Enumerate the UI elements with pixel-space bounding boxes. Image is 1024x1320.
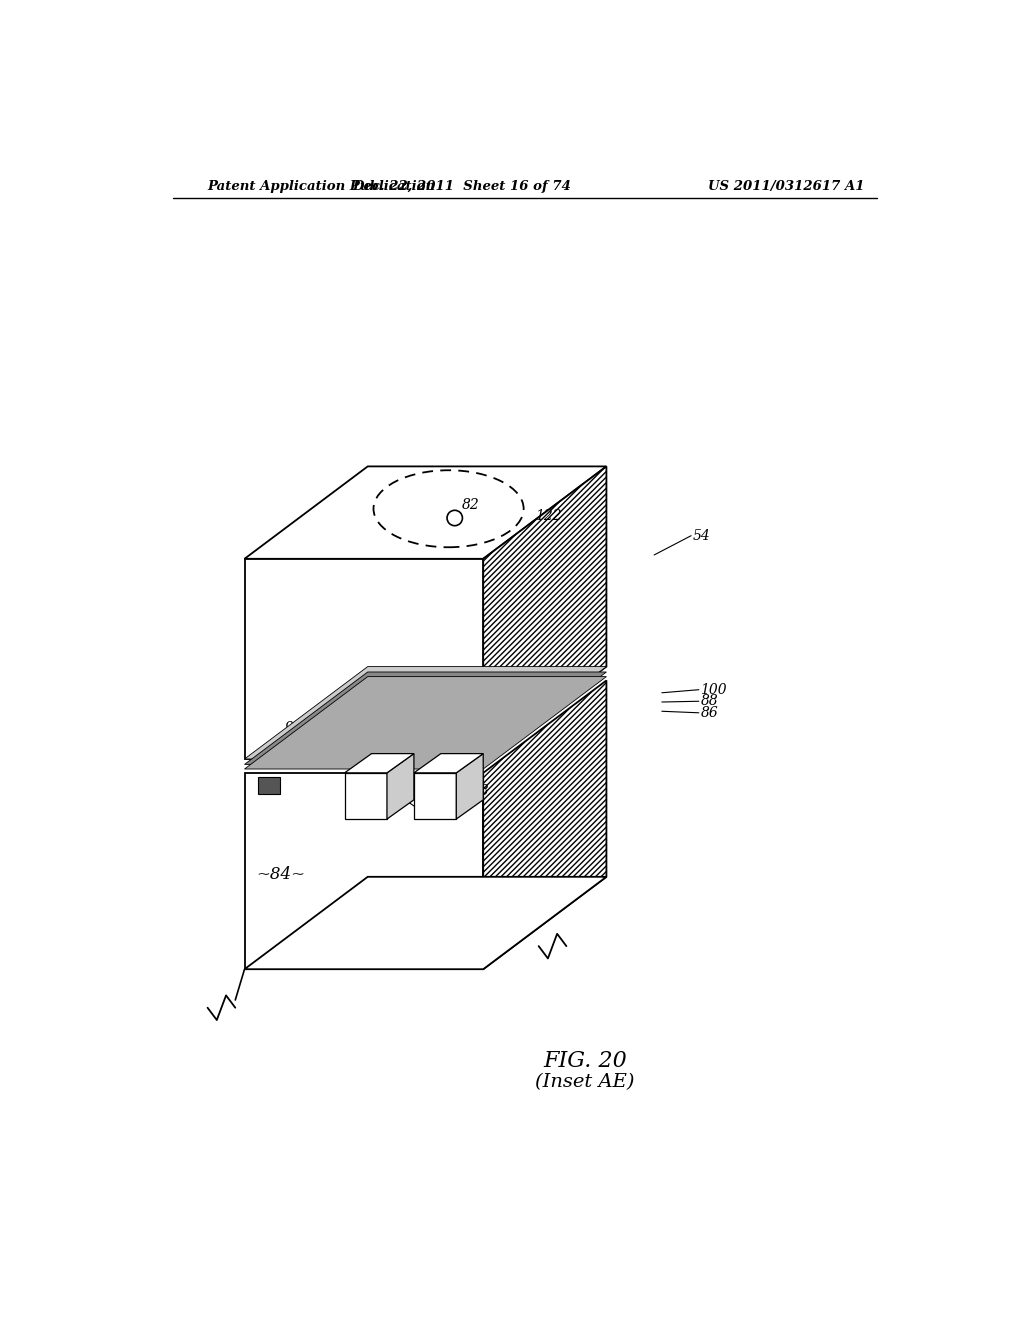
Text: 168: 168 (462, 784, 488, 799)
Text: 94: 94 (285, 721, 302, 735)
Polygon shape (414, 754, 483, 774)
Text: 54: 54 (692, 529, 711, 543)
Text: 82: 82 (462, 498, 479, 512)
Text: 100: 100 (700, 682, 727, 697)
Polygon shape (245, 667, 606, 759)
Polygon shape (345, 774, 387, 818)
Text: (Inset AE): (Inset AE) (536, 1073, 635, 1092)
Text: 88: 88 (700, 694, 718, 709)
Text: Patent Application Publication: Patent Application Publication (208, 181, 435, 194)
Polygon shape (245, 466, 606, 558)
Polygon shape (245, 672, 606, 764)
Polygon shape (258, 777, 280, 795)
Text: Dec. 22, 2011  Sheet 16 of 74: Dec. 22, 2011 Sheet 16 of 74 (352, 181, 571, 194)
Text: US 2011/0312617 A1: US 2011/0312617 A1 (708, 181, 864, 194)
Polygon shape (483, 681, 606, 969)
Text: 164: 164 (416, 803, 442, 816)
Polygon shape (457, 754, 483, 818)
Polygon shape (414, 774, 457, 818)
Text: ~84~: ~84~ (256, 866, 305, 883)
Polygon shape (245, 774, 483, 969)
Text: 72: 72 (285, 751, 302, 764)
Polygon shape (483, 466, 606, 759)
Text: 74: 74 (285, 737, 302, 751)
Text: 86: 86 (700, 706, 718, 719)
Text: 122: 122 (535, 510, 561, 524)
Polygon shape (245, 558, 483, 759)
Text: FIG. 20: FIG. 20 (543, 1049, 627, 1072)
Polygon shape (245, 677, 606, 770)
Polygon shape (245, 876, 606, 969)
Polygon shape (387, 754, 414, 818)
Polygon shape (345, 754, 414, 774)
